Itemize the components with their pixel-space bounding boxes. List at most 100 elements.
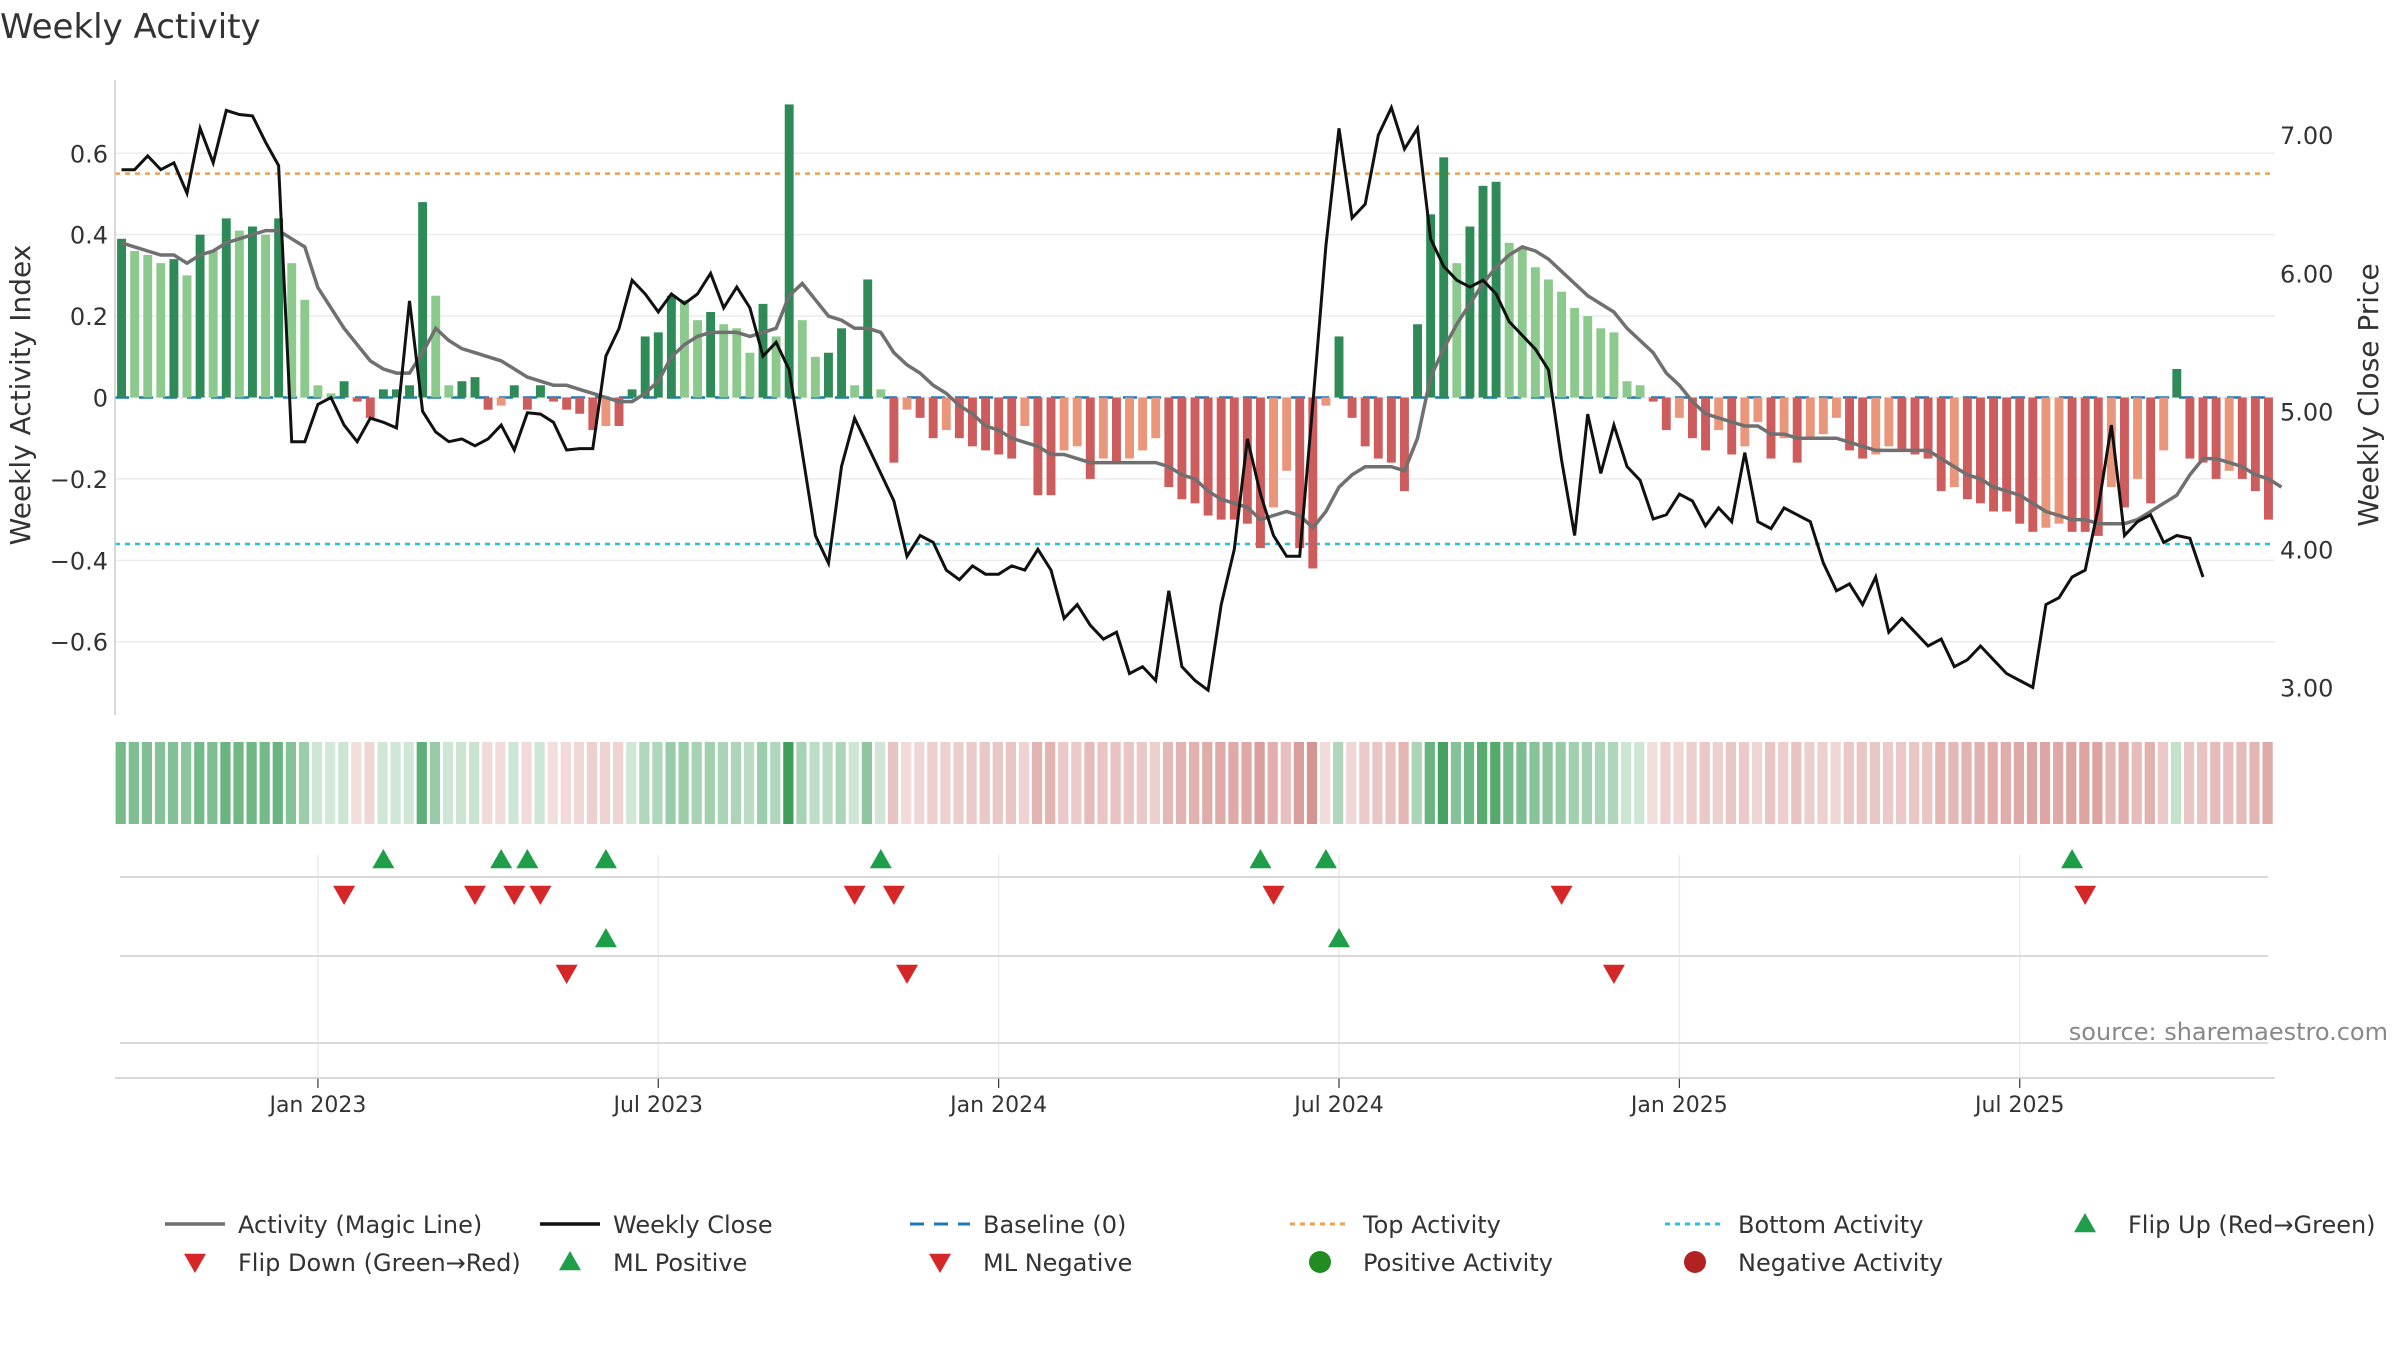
activity-bar: [378, 389, 388, 398]
legend-item: Baseline (0): [983, 1211, 1126, 1239]
activity-bar: [1308, 397, 1318, 569]
activity-bar: [208, 250, 218, 398]
activity-bar: [549, 397, 558, 402]
activity-bar: [1426, 214, 1436, 398]
heat-cell: [338, 742, 349, 824]
activity-bar: [1478, 185, 1488, 398]
activity-bar: [1282, 397, 1292, 471]
activity-bar: [784, 104, 794, 398]
right-axis-label: Weekly Close Price: [2352, 263, 2385, 526]
activity-bar: [195, 234, 205, 398]
legend-swatch-triangle-up: [559, 1251, 581, 1271]
flip-down-marker: [1550, 885, 1573, 905]
activity-bar: [2237, 397, 2247, 479]
activity-bar: [431, 295, 441, 398]
activity-bar: [1360, 397, 1370, 447]
activity-bar: [261, 234, 270, 398]
activity-bar: [1347, 397, 1357, 418]
heat-cell: [966, 742, 977, 824]
activity-bar: [1962, 397, 1972, 500]
heat-cell: [1712, 742, 1723, 824]
flip-down-marker: [1262, 885, 1285, 905]
activity-bar: [221, 218, 231, 398]
activity-bar: [156, 263, 166, 398]
heat-cell: [1424, 742, 1435, 824]
heat-cell: [1280, 742, 1291, 824]
weekly-close-series: [121, 103, 2205, 693]
heat-cell: [1149, 742, 1160, 824]
heat-cell: [429, 742, 440, 824]
activity-bar: [653, 332, 663, 398]
activity-bar: [1190, 397, 1200, 504]
heat-cell: [2039, 742, 2051, 824]
heat-cell: [1738, 742, 1750, 824]
activity-bar: [1989, 397, 1998, 512]
activity-bar: [1269, 397, 1278, 508]
activity-bar: [1295, 397, 1305, 549]
activity-bar: [1085, 397, 1095, 479]
activity-bar: [640, 336, 650, 398]
activity-bars: [117, 104, 2273, 569]
activity-bar: [850, 385, 860, 398]
heat-cell: [927, 742, 938, 824]
heat-cell: [1018, 742, 1030, 824]
activity-bar: [405, 385, 414, 398]
heat-cell: [992, 742, 1003, 824]
heat-cell: [796, 742, 807, 824]
heat-cell: [1660, 742, 1671, 824]
heat-cell: [1333, 742, 1344, 824]
series-lines: [120, 103, 2283, 693]
heat-cell: [560, 742, 571, 824]
heat-cell: [2053, 742, 2064, 824]
activity-bar: [1792, 397, 1802, 463]
heat-cell: [1621, 742, 1632, 824]
heat-cell: [167, 742, 179, 824]
activity-bar: [745, 352, 755, 398]
heat-cell: [2000, 742, 2011, 824]
activity-bar: [1557, 291, 1566, 398]
heat-cell: [1503, 742, 1514, 824]
activity-bar: [1805, 397, 1815, 439]
heat-cell: [1450, 742, 1462, 824]
heat-cell: [1634, 742, 1645, 824]
heat-cell: [482, 742, 493, 824]
activity-bar: [274, 218, 284, 398]
activity-bar: [1046, 397, 1056, 496]
heat-cell: [534, 742, 545, 824]
activity-bar: [2093, 397, 2103, 536]
activity-bar: [1622, 381, 1632, 398]
activity-bar: [1976, 397, 1985, 504]
flip-up-marker: [869, 849, 892, 869]
activity-bar: [968, 397, 977, 447]
axes: −0.6 −0.4 −0.2 0 0.2 0.4 0.6 3.00 4.00 5.00 6.00 7.…: [50, 80, 2333, 1118]
heat-cell: [940, 742, 951, 824]
activity-bar: [1334, 336, 1344, 398]
activity-bar: [1164, 397, 1174, 488]
heat-cell: [233, 742, 244, 824]
activity-bar: [2185, 397, 2195, 459]
heat-cell: [1568, 742, 1579, 824]
heat-cell: [573, 742, 584, 824]
heat-cell: [1228, 742, 1239, 824]
heat-cell: [403, 742, 414, 824]
activity-bar: [2224, 397, 2234, 471]
heat-cell: [416, 742, 427, 824]
activity-bar: [732, 328, 742, 398]
heat-cell: [901, 742, 912, 824]
heat-cell: [1529, 742, 1540, 824]
activity-bar: [1661, 397, 1671, 431]
heat-cell: [325, 742, 336, 824]
activity-bar: [313, 385, 323, 398]
heat-cell: [1987, 742, 1998, 824]
activity-bar: [2106, 397, 2116, 488]
heat-cell: [639, 742, 650, 824]
heat-cell: [259, 742, 270, 824]
heat-cell: [665, 742, 676, 824]
activity-bar: [1936, 397, 1946, 492]
heat-cell: [1385, 742, 1396, 824]
heat-cell: [848, 742, 859, 824]
heat-cell: [1961, 742, 1972, 824]
activity-bar: [837, 328, 846, 398]
x-tick-label: Jan 2024: [948, 1093, 1047, 1118]
activity-bar: [1897, 397, 1907, 451]
